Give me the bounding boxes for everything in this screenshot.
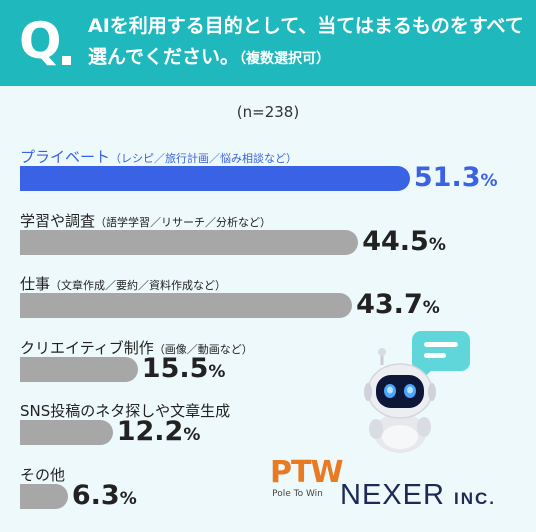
value-label: 43.7%	[356, 291, 440, 322]
category-label: プライベート（レシピ／旅行計画／悩み相談など）	[20, 146, 297, 167]
value-label: 51.3%	[414, 164, 498, 195]
ptw-logo: PTW Pole To Win	[270, 455, 344, 500]
value-unit: %	[183, 425, 201, 445]
value-number: 12.2	[116, 416, 184, 447]
sample-size-label: (n=238)	[236, 103, 300, 121]
value-number: 44.5	[362, 225, 429, 257]
question-main: AIを利用する目的として、当てはまるものをすべて選んでください。	[88, 15, 524, 68]
category-name: SNS投稿のネタ探しや文章生成	[20, 402, 231, 420]
question-header: Q AIを利用する目的として、当てはまるものをすべて選んでください。（複数選択可…	[0, 0, 536, 86]
category-name: 仕事	[20, 275, 51, 293]
question-note: （複数選択可）	[239, 51, 331, 67]
q-letter: Q	[19, 12, 62, 70]
question-text: AIを利用する目的として、当てはまるものをすべて選んでください。（複数選択可）	[88, 11, 528, 75]
value-number: 6.3	[71, 479, 120, 511]
bar	[20, 293, 353, 318]
category-label: 仕事（文章作成／要約／資料作成など）	[20, 273, 226, 294]
value-label: 6.3%	[71, 479, 137, 513]
ptw-logo-text: PTW	[270, 455, 344, 490]
q-dot	[62, 56, 71, 65]
value-number: 43.7	[356, 289, 423, 320]
robot-illustration	[364, 331, 470, 453]
nexer-logo-inc: INC.	[453, 489, 496, 508]
value-unit: %	[208, 361, 226, 382]
bar	[20, 483, 68, 509]
category-note: （レシピ／旅行計画／悩み相談など）	[110, 152, 298, 165]
value-unit: %	[428, 234, 446, 255]
bar	[20, 420, 113, 445]
ptw-logo-subtitle: Pole To Win	[272, 489, 323, 499]
value-number: 15.5	[141, 352, 209, 384]
value-unit: %	[422, 298, 440, 318]
nexer-logo-text: NEXER	[340, 479, 445, 511]
category-label: その他	[20, 464, 65, 485]
category-note: （語学学習／リサーチ／分析など）	[95, 215, 272, 229]
value-number: 51.3	[413, 162, 481, 193]
category-label: 学習や調査（語学学習／リサーチ／分析など）	[20, 210, 271, 231]
value-label: 12.2%	[117, 418, 201, 449]
category-name: 学習や調査	[20, 211, 96, 230]
bar	[20, 229, 359, 255]
category-label: SNS投稿のネタ探しや文章生成	[20, 400, 230, 421]
value-label: 44.5%	[362, 225, 446, 259]
category-label: クリエイティブ制作（画像／動画など）	[20, 337, 253, 358]
category-name: プライベート	[20, 148, 111, 166]
nexer-logo: NEXER INC.	[340, 478, 496, 516]
bar	[20, 356, 138, 382]
value-unit: %	[119, 488, 137, 509]
value-label: 15.5%	[141, 352, 226, 386]
bar	[20, 166, 410, 191]
category-name: その他	[20, 465, 66, 484]
category-note: （画像／動画など）	[153, 342, 253, 356]
category-name: クリエイティブ制作	[20, 338, 154, 357]
value-unit: %	[480, 171, 498, 191]
category-note: （文章作成／要約／資料作成など）	[50, 279, 227, 292]
